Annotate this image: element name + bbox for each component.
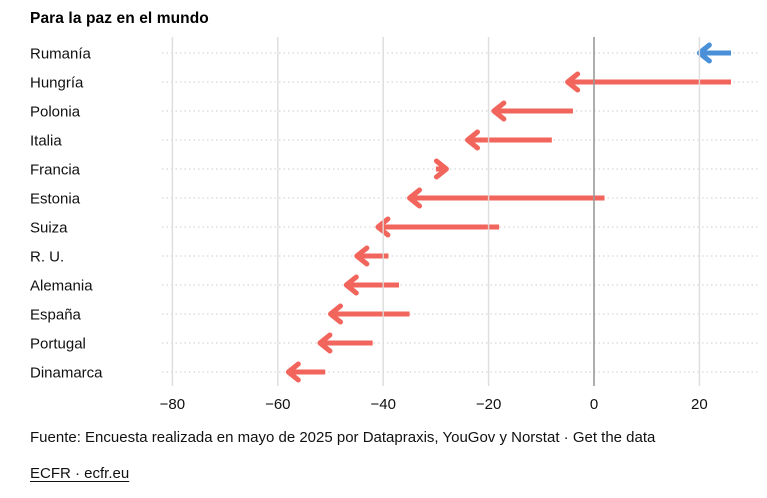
row-label-portugal: Portugal (30, 336, 86, 353)
row-label-estonia: Estonia (30, 191, 81, 208)
arrow-head (354, 245, 370, 267)
arrow-head (317, 332, 333, 354)
row-label-espa-a: España (30, 307, 82, 324)
source-text: Fuente: Encuesta realizada en mayo de 20… (30, 429, 573, 446)
row-label-alemania: Alemania (30, 278, 93, 295)
arrow-dinamarca[interactable] (285, 361, 326, 383)
ecfr-link[interactable]: ECFR · ecfr.eu (30, 465, 130, 482)
arrow-alemania[interactable] (343, 274, 400, 296)
arrow-estonia[interactable] (407, 187, 605, 209)
arrow-suiza[interactable] (375, 216, 500, 238)
arrow-head (491, 100, 507, 122)
x-tick-label: −60 (265, 396, 290, 413)
arrow-head (285, 361, 301, 383)
chart-title: Para la paz en el mundo (30, 10, 209, 27)
get-data-link[interactable]: Get the data (572, 429, 656, 446)
arrow-head (407, 187, 423, 209)
row-label-ruman-a: Rumanía (30, 46, 92, 63)
attribution-line: ECFR · ecfr.eu (30, 465, 129, 482)
row-label-hungr-a: Hungría (30, 75, 84, 92)
row-label-suiza: Suiza (30, 220, 68, 237)
x-tick-label: −80 (160, 396, 185, 413)
arrow-italia[interactable] (465, 129, 552, 151)
row-label-italia: Italia (30, 133, 62, 150)
x-tick-label: 20 (691, 396, 708, 413)
x-tick-label: 0 (590, 396, 598, 413)
row-label-polonia: Polonia (30, 104, 81, 121)
x-tick-label: −20 (476, 396, 501, 413)
arrow-espa-a[interactable] (328, 303, 410, 325)
arrow-head (343, 274, 359, 296)
arrow-francia[interactable] (433, 158, 449, 180)
x-tick-label: −40 (370, 396, 395, 413)
row-label-francia: Francia (30, 162, 81, 179)
arrow-hungr-a[interactable] (565, 71, 732, 93)
arrow-polonia[interactable] (491, 100, 573, 122)
arrow-portugal[interactable] (317, 332, 373, 354)
row-label-dinamarca: Dinamarca (30, 365, 103, 382)
arrow-head (328, 303, 343, 325)
arrow-ruman-a[interactable] (696, 42, 732, 64)
arrow-head (565, 71, 581, 93)
arrow-chart-plot: Rumanía Hungría Polonia Italia Francia Estoni… (30, 37, 758, 413)
arrow-head (433, 158, 449, 180)
row-label-r-u: R. U. (30, 249, 64, 266)
arrow-head (465, 129, 481, 151)
arrow-head (375, 216, 391, 238)
source-line: Fuente: Encuesta realizada en mayo de 20… (30, 429, 655, 446)
